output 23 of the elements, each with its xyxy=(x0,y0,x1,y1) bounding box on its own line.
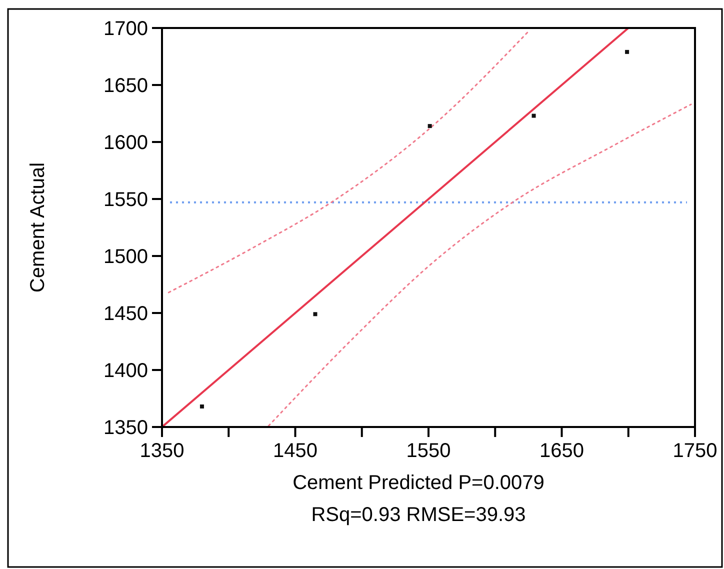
line-series xyxy=(268,104,692,427)
y-tick-label: 1500 xyxy=(104,246,148,268)
y-tick-label: 1700 xyxy=(104,18,148,40)
point xyxy=(532,114,536,118)
y-tick-label: 1550 xyxy=(104,189,148,211)
point xyxy=(625,50,630,54)
y-tick-label: 1350 xyxy=(104,417,148,439)
point xyxy=(313,312,318,316)
x-tick-label: 1550 xyxy=(406,440,451,462)
x-tick-label: 1450 xyxy=(273,440,318,462)
y-tick-label: 1450 xyxy=(104,303,148,325)
line-series xyxy=(168,30,530,294)
point xyxy=(428,124,432,128)
x-tick-label: 1650 xyxy=(540,440,584,462)
text: RSq=0.93 RMSE=39.93 xyxy=(311,504,526,526)
point xyxy=(200,404,204,408)
y-tick-label: 1600 xyxy=(104,132,148,154)
y-tick-label: 1400 xyxy=(104,360,148,382)
x-axis-title: Cement Predicted P=0.0079 xyxy=(292,472,544,494)
y-axis-title: Cement Actual xyxy=(27,162,49,293)
x-tick-label: 1350 xyxy=(140,440,184,462)
y-tick-label: 1650 xyxy=(104,75,148,97)
x-tick-label: 1750 xyxy=(672,440,718,462)
